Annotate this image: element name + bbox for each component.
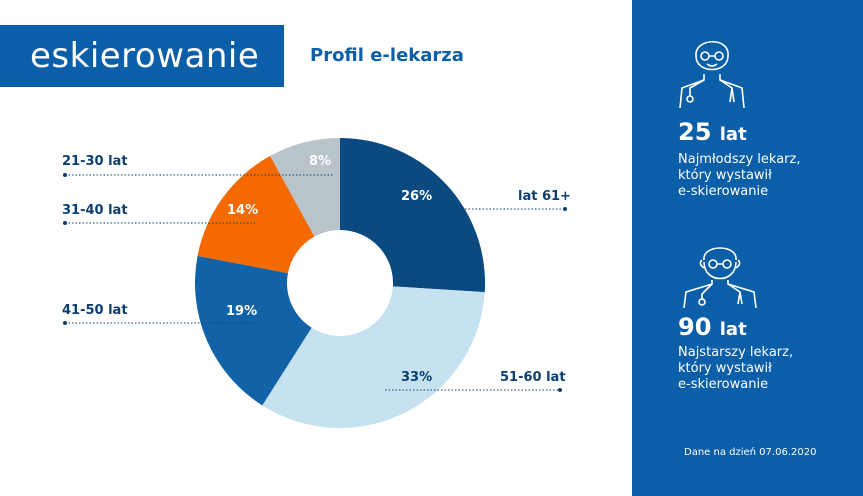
donut-slice-0	[340, 138, 485, 293]
young-doctor-icon	[679, 41, 745, 108]
oldest-age: 90 lat	[678, 313, 747, 341]
data-date: Dane na dzień 07.06.2020	[684, 447, 817, 458]
leader-dot	[563, 207, 567, 211]
pct-61-plus: 26%	[401, 189, 433, 204]
side-panel: 25 lat Najmłodszy lekarz, który wystawił e…	[632, 0, 863, 496]
leader-dot	[558, 388, 562, 392]
donut-slice-4	[270, 138, 340, 237]
label-41-50: 41-50 lat	[62, 303, 128, 318]
pct-51-60: 33%	[401, 370, 433, 385]
eskierowanie-logo: eskierowanie	[0, 25, 284, 87]
leader-dot	[63, 173, 67, 177]
pct-21-30: 8%	[309, 154, 332, 169]
oldest-description: Najstarszy lekarz, który wystawił e-skiero…	[678, 345, 794, 392]
label-51-60: 51-60 lat	[500, 370, 566, 385]
donut-slice-2	[194, 255, 312, 406]
donut-slice-3	[197, 155, 315, 274]
label-61-plus: lat 61+	[518, 189, 571, 204]
youngest-description: Najmłodszy lekarz, który wystawił e-skiero…	[678, 152, 801, 199]
old-doctor-icon	[683, 247, 757, 308]
page-title: Profil e-lekarza	[310, 45, 464, 66]
label-21-30: 21-30 lat	[62, 154, 128, 169]
youngest-age: 25 lat	[678, 118, 747, 146]
leader-dot	[63, 221, 67, 225]
donut-slice-1	[262, 286, 485, 428]
label-31-40: 31-40 lat	[62, 203, 128, 218]
pct-41-50: 19%	[226, 304, 258, 319]
leader-dot	[63, 321, 67, 325]
pct-31-40: 14%	[227, 203, 259, 218]
donut-chart	[63, 138, 567, 428]
